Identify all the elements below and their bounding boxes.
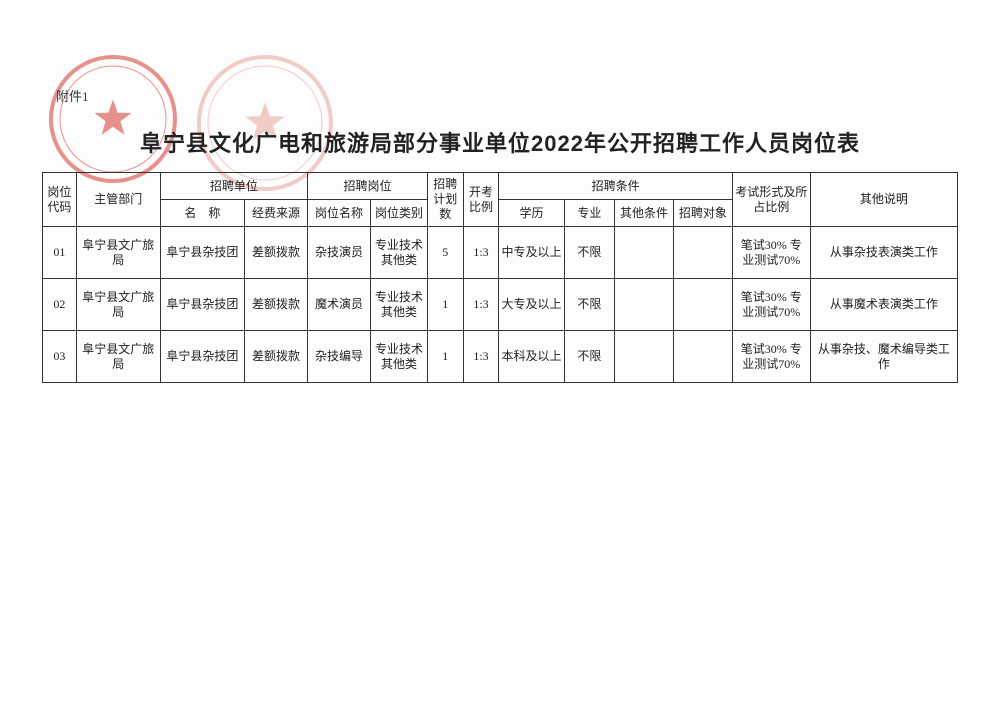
table-row: 02阜宁县文广旅局阜宁县杂技团差额拨款魔术演员专业技术其他类11:3大专及以上不… (43, 279, 958, 331)
th-unit-name: 名 称 (160, 200, 244, 227)
cell-othc (615, 331, 674, 383)
cell-othc (615, 279, 674, 331)
cell-fund: 差额拨款 (244, 227, 307, 279)
th-position-type: 岗位类别 (371, 200, 428, 227)
cell-pname: 杂技演员 (308, 227, 371, 279)
cell-plan: 5 (427, 227, 463, 279)
th-cond-other: 其他条件 (615, 200, 674, 227)
table-body: 01阜宁县文广旅局阜宁县杂技团差额拨款杂技演员专业技术其他类51:3中专及以上不… (43, 227, 958, 383)
cell-target (673, 331, 732, 383)
th-unit-fund: 经费来源 (244, 200, 307, 227)
cell-major: 不限 (564, 331, 614, 383)
th-code: 岗位代码 (43, 173, 77, 227)
positions-table: 岗位代码 主管部门 招聘单位 招聘岗位 招聘计划数 开考比例 招聘条件 考试形式… (42, 172, 958, 383)
cell-ptype: 专业技术其他类 (371, 279, 428, 331)
th-plan: 招聘计划数 (427, 173, 463, 227)
cell-major: 不限 (564, 227, 614, 279)
th-dept: 主管部门 (76, 173, 160, 227)
cell-plan: 1 (427, 279, 463, 331)
th-cond-major: 专业 (564, 200, 614, 227)
th-exam: 考试形式及所占比例 (732, 173, 810, 227)
positions-table-wrap: 岗位代码 主管部门 招聘单位 招聘岗位 招聘计划数 开考比例 招聘条件 考试形式… (42, 172, 958, 383)
th-position-name: 岗位名称 (308, 200, 371, 227)
cell-major: 不限 (564, 279, 614, 331)
cell-edu: 大专及以上 (499, 279, 564, 331)
cell-dept: 阜宁县文广旅局 (76, 227, 160, 279)
cell-plan: 1 (427, 331, 463, 383)
table-row: 03阜宁县文广旅局阜宁县杂技团差额拨款杂技编导专业技术其他类11:3本科及以上不… (43, 331, 958, 383)
cell-ratio: 1:3 (463, 331, 499, 383)
page-title: 阜宁县文化广电和旅游局部分事业单位2022年公开招聘工作人员岗位表 (0, 126, 1000, 158)
cell-pname: 杂技编导 (308, 331, 371, 383)
cell-code: 01 (43, 227, 77, 279)
th-remark: 其他说明 (810, 173, 957, 227)
th-cond-group: 招聘条件 (499, 173, 732, 200)
th-unit-group: 招聘单位 (160, 173, 307, 200)
th-ratio: 开考比例 (463, 173, 499, 227)
cell-pname: 魔术演员 (308, 279, 371, 331)
table-header: 岗位代码 主管部门 招聘单位 招聘岗位 招聘计划数 开考比例 招聘条件 考试形式… (43, 173, 958, 227)
cell-dept: 阜宁县文广旅局 (76, 331, 160, 383)
cell-edu: 中专及以上 (499, 227, 564, 279)
cell-ratio: 1:3 (463, 227, 499, 279)
cell-ptype: 专业技术其他类 (371, 331, 428, 383)
cell-fund: 差额拨款 (244, 279, 307, 331)
official-stamp-1 (48, 54, 178, 184)
cell-code: 02 (43, 279, 77, 331)
cell-unit: 阜宁县杂技团 (160, 227, 244, 279)
cell-othc (615, 227, 674, 279)
cell-dept: 阜宁县文广旅局 (76, 279, 160, 331)
cell-exam: 笔试30% 专业测试70% (732, 331, 810, 383)
cell-remark: 从事杂技、魔术编导类工作 (810, 331, 957, 383)
table-row: 01阜宁县文广旅局阜宁县杂技团差额拨款杂技演员专业技术其他类51:3中专及以上不… (43, 227, 958, 279)
cell-exam: 笔试30% 专业测试70% (732, 227, 810, 279)
th-cond-edu: 学历 (499, 200, 564, 227)
cell-edu: 本科及以上 (499, 331, 564, 383)
cell-remark: 从事杂技表演类工作 (810, 227, 957, 279)
cell-ptype: 专业技术其他类 (371, 227, 428, 279)
cell-exam: 笔试30% 专业测试70% (732, 279, 810, 331)
cell-unit: 阜宁县杂技团 (160, 279, 244, 331)
th-position-group: 招聘岗位 (308, 173, 428, 200)
cell-target (673, 279, 732, 331)
cell-unit: 阜宁县杂技团 (160, 331, 244, 383)
cell-target (673, 227, 732, 279)
cell-code: 03 (43, 331, 77, 383)
cell-remark: 从事魔术表演类工作 (810, 279, 957, 331)
attachment-label: 附件1 (56, 86, 89, 105)
cell-ratio: 1:3 (463, 279, 499, 331)
th-cond-target: 招聘对象 (673, 200, 732, 227)
cell-fund: 差额拨款 (244, 331, 307, 383)
